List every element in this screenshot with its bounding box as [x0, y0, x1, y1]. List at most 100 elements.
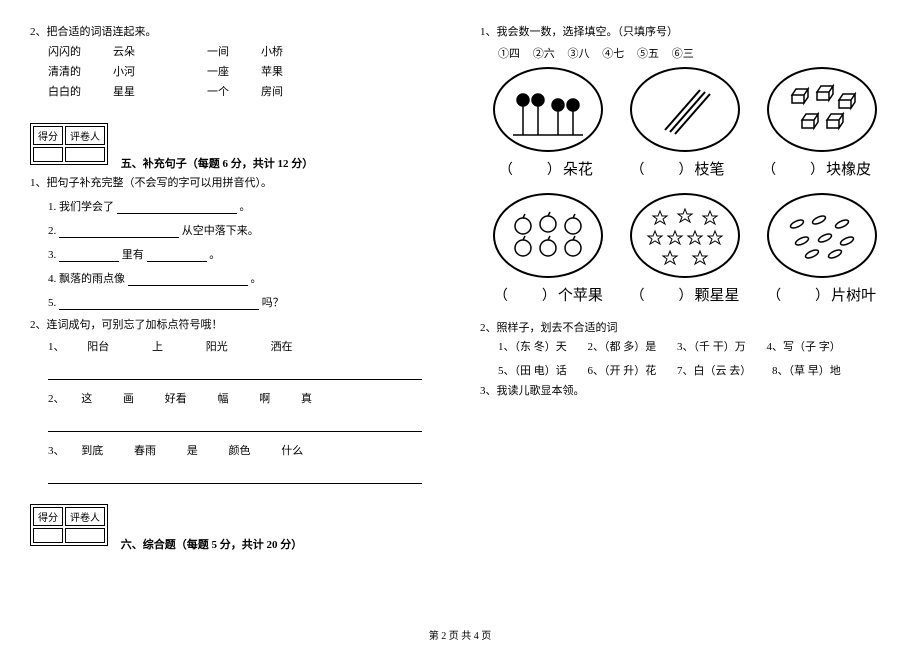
sent-word: 洒在	[271, 341, 293, 353]
sent-word: 颜色	[229, 445, 251, 457]
s5-2-prompt: 2、连词成句，可别忘了加标点符号哦！	[30, 316, 440, 332]
paren: （	[767, 285, 781, 305]
blank[interactable]	[59, 298, 259, 310]
sent-word: 阳台	[87, 341, 109, 353]
unit-label: 朵花	[563, 158, 593, 179]
blank[interactable]	[117, 202, 237, 214]
grader-cell[interactable]	[65, 147, 105, 162]
oval-flowers	[493, 67, 603, 152]
sent-n: 2、	[48, 393, 65, 405]
r-q2-prompt: 2、照样子，划去不合适的词	[480, 319, 890, 335]
fill-item-1: 1. 我们学会了 。	[30, 198, 440, 214]
blank[interactable]	[59, 226, 179, 238]
oval-pencils	[630, 67, 740, 152]
sent-word: 这	[81, 393, 92, 405]
answer-line-3[interactable]	[48, 468, 422, 484]
q2-row-3: 白白的 星星 一个 房间	[48, 83, 440, 99]
sent-n: 1、	[48, 341, 65, 353]
blank-space[interactable]	[783, 284, 813, 305]
answer-line-1[interactable]	[48, 364, 422, 380]
s5-1-prompt: 1、把句子补充完整（不会写的字可以用拼音代）。	[30, 174, 440, 190]
paren: （	[762, 159, 776, 179]
page-footer: 第 2 页 共 4 页	[0, 627, 920, 642]
word: 房间	[261, 83, 283, 99]
sent-word: 幅	[218, 393, 229, 405]
grader-cell[interactable]	[65, 528, 105, 543]
score-table-5: 得分 评卷人	[30, 123, 108, 165]
opt: ④七	[602, 48, 624, 60]
item-post: 吗？	[262, 297, 284, 309]
sentence-2: 2、 这 画 好看 幅 啊 真	[30, 390, 440, 406]
answer-line-2[interactable]	[48, 416, 422, 432]
ovals-row-2	[480, 193, 890, 278]
unit-label: 块橡皮	[826, 158, 871, 179]
blank-space[interactable]	[646, 158, 676, 179]
q2-item: 3、（千 干）万	[677, 341, 746, 353]
word: 闪闪的	[48, 43, 81, 59]
unit-label: 枝笔	[694, 158, 724, 179]
item-post: 。	[209, 249, 220, 261]
q2-row-1: 闪闪的 云朵 一间 小桥	[48, 43, 440, 59]
paren: （	[499, 159, 513, 179]
score-cell[interactable]	[33, 147, 63, 162]
sent-word: 春雨	[134, 445, 156, 457]
sent-word: 阳光	[206, 341, 228, 353]
sent-word: 上	[152, 341, 163, 353]
caption-stars: （ ）颗星星	[630, 284, 739, 305]
caption-apples: （ ）个苹果	[494, 284, 603, 305]
paren: ）	[678, 285, 692, 305]
unit-label: 个苹果	[558, 284, 603, 305]
paren: ）	[810, 159, 824, 179]
blank-space[interactable]	[646, 284, 676, 305]
paren: ）	[678, 159, 692, 179]
blank[interactable]	[147, 250, 207, 262]
q2-item: 8、（草 早）地	[772, 365, 841, 377]
q2-item: 4、写（子 字）	[767, 341, 841, 353]
blank-space[interactable]	[510, 284, 540, 305]
fill-item-2: 2. 从空中落下来。	[30, 222, 440, 238]
paren: ）	[547, 159, 561, 179]
item-n: 2.	[48, 225, 56, 237]
word: 一座	[207, 63, 229, 79]
oval-erasers	[767, 67, 877, 152]
caption-row-1: （ ）朵花 （ ）枝笔 （ ）块橡皮	[480, 158, 890, 179]
word: 一个	[207, 83, 229, 99]
opt: ⑤五	[637, 48, 659, 60]
q2-prompt: 2、把合适的词语连起来。	[30, 23, 440, 39]
blank-space[interactable]	[515, 158, 545, 179]
leaves-icon	[777, 206, 867, 266]
item-n: 3.	[48, 249, 56, 261]
score-label: 得分	[33, 126, 63, 145]
stars-icon	[640, 203, 730, 268]
blank-space[interactable]	[778, 158, 808, 179]
sent-word: 画	[123, 393, 134, 405]
score-cell[interactable]	[33, 528, 63, 543]
q2-item: 5、（田 电）话	[498, 365, 567, 377]
sent-word: 真	[301, 393, 312, 405]
sent-word: 什么	[281, 445, 303, 457]
word: 星星	[113, 83, 135, 99]
paren: ）	[542, 285, 556, 305]
paren: ）	[815, 285, 829, 305]
word: 苹果	[261, 63, 283, 79]
flowers-icon	[508, 80, 588, 140]
item-n: 5.	[48, 297, 56, 309]
caption-erasers: （ ）块橡皮	[762, 158, 871, 179]
item-pre: 飘落的雨点像	[59, 273, 125, 285]
q2-item: 1、（东 冬）天	[498, 341, 567, 353]
item-post: 。	[251, 273, 262, 285]
fill-item-4: 4. 飘落的雨点像 。	[30, 270, 440, 286]
blank[interactable]	[128, 274, 248, 286]
paren: （	[630, 159, 644, 179]
paren: （	[630, 285, 644, 305]
score-table-6: 得分 评卷人	[30, 504, 108, 546]
pencils-icon	[645, 80, 725, 140]
item-pre: 我们学会了	[59, 201, 114, 213]
blank[interactable]	[59, 250, 119, 262]
sent-word: 好看	[165, 393, 187, 405]
oval-stars	[630, 193, 740, 278]
item-n: 1.	[48, 201, 56, 213]
r-q1-options: ①四 ②六 ③八 ④七 ⑤五 ⑥三	[498, 45, 890, 61]
section-6-title: 六、综合题（每题 5 分，共计 20 分）	[121, 536, 303, 552]
q2-item: 6、（开 升）花	[588, 365, 657, 377]
